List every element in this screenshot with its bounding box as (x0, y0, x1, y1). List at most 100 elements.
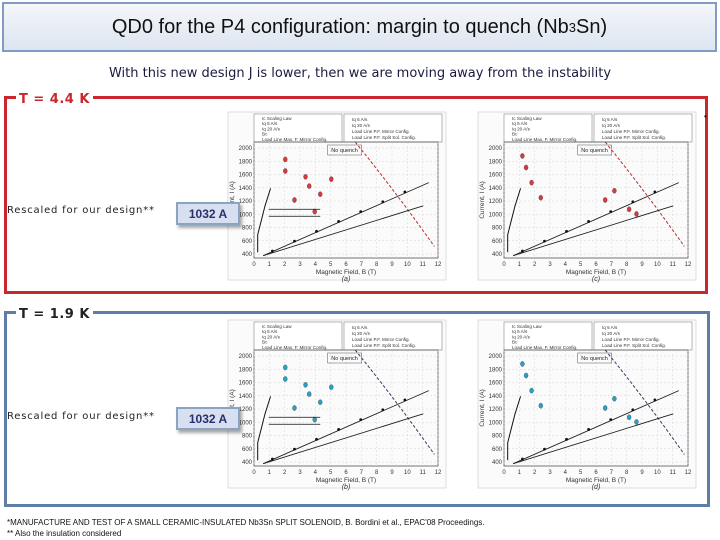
x-tick-label: 9 (640, 262, 644, 268)
x-tick-label: 9 (390, 262, 394, 268)
footnote-insulation: ** Also the insulation considered (7, 529, 122, 538)
x-tick-label: 12 (685, 470, 692, 476)
quench-marker (329, 176, 334, 182)
slide-title: QD0 for the P4 configuration: margin to … (2, 2, 717, 52)
legend-entry: Iq 5 A/s (352, 325, 368, 330)
y-axis-label: Current, I (A) (229, 181, 236, 219)
x-tick-label: 6 (344, 262, 348, 268)
quench-marker (520, 153, 525, 159)
quench-marker (292, 405, 297, 411)
load-line-point (565, 437, 568, 441)
quench-marker (329, 384, 334, 390)
legend-entry: Load Line Max. F. Mirror Config. (262, 345, 327, 350)
y-tick-label: 1800 (239, 367, 253, 373)
legend-entry: Load Line P.F. Mirror Config. (352, 129, 410, 134)
y-tick-label: 600 (492, 239, 503, 245)
x-axis-label: Magnetic Field, B (T) (566, 477, 626, 484)
y-tick-label: 800 (492, 226, 503, 232)
legend-left-box (253, 113, 343, 143)
legend-entry: Iq 5 A/s (262, 329, 278, 334)
legend-entry: Load Line P.F. Mirror Config. (352, 337, 410, 342)
x-tick-label: 1 (518, 262, 522, 268)
y-tick-label: 400 (492, 460, 503, 466)
legend-entry: Iq 20 A/s (602, 331, 621, 336)
legend-entry: Load Line P.F. Mirror Config. (602, 129, 660, 134)
x-tick-label: 8 (375, 470, 379, 476)
legend-entry: Iq 5 A/s (352, 117, 368, 122)
quench-marker (529, 387, 534, 394)
quench-marker (292, 197, 297, 203)
x-tick-label: 6 (344, 470, 348, 476)
x-tick-label: 5 (329, 262, 333, 268)
load-line (263, 182, 429, 257)
quench-marker (307, 391, 312, 397)
load-line-point (543, 239, 546, 243)
y-tick-label: 600 (492, 447, 503, 453)
slide-title-end: Sn) (576, 15, 608, 38)
x-tick-label: 0 (252, 470, 256, 476)
load-line-point (337, 220, 341, 223)
x-tick-label: 11 (670, 262, 677, 268)
load-line-point (521, 249, 524, 253)
y-tick-label: 400 (242, 460, 253, 466)
load-line-point (587, 428, 591, 431)
x-tick-label: 4 (564, 470, 568, 476)
x-axis-label: Magnetic Field, B (T) (316, 269, 376, 276)
quench-marker (603, 197, 608, 203)
bullet-mark: • (704, 112, 707, 121)
legend-entry: Load Line P.F. Split Sol. Config. (602, 135, 666, 140)
legend-right-box (593, 113, 693, 143)
quench-marker (303, 382, 308, 388)
legend-entry: Iq 20 A/s (352, 123, 371, 128)
x-tick-label: 7 (360, 470, 364, 476)
temperature-label-1-9k: T = 1.9 K (16, 307, 93, 322)
legend-entry: Iq 20 A/s (262, 126, 281, 131)
legend-right-box (593, 321, 693, 351)
load-line-point (631, 200, 635, 204)
quench-marker (520, 361, 525, 367)
section-1-9k (4, 311, 710, 507)
load-line-point (271, 457, 274, 461)
x-tick-label: 0 (252, 262, 256, 268)
y-tick-label: 2000 (489, 146, 503, 152)
load-line-point (271, 249, 274, 253)
x-axis-label: Magnetic Field, B (T) (316, 477, 376, 484)
x-tick-label: 9 (390, 470, 394, 476)
legend-entry: Iq 5 A/s (602, 117, 618, 122)
plot-caption: (c) (592, 276, 600, 283)
x-tick-label: 11 (420, 470, 427, 476)
load-line-point (293, 239, 296, 243)
load-line-point (653, 190, 657, 194)
y-tick-label: 1000 (239, 212, 253, 218)
x-tick-label: 4 (314, 470, 318, 476)
legend-entry: Load Line P.F. Split Sol. Config. (352, 343, 416, 348)
quench-marker (307, 183, 312, 189)
x-tick-label: 5 (579, 470, 583, 476)
y-tick-label: 1400 (239, 394, 253, 400)
y-tick-label: 1600 (489, 381, 503, 387)
x-tick-label: 4 (564, 262, 568, 268)
y-tick-label: 1000 (239, 420, 253, 426)
quench-marker (612, 187, 617, 194)
x-tick-label: 2 (283, 470, 287, 476)
legend-left-box (503, 113, 593, 143)
x-tick-label: 12 (685, 262, 692, 268)
legend-entry: Iq 20 A/s (602, 123, 621, 128)
x-tick-label: 8 (375, 262, 379, 268)
x-tick-label: 6 (594, 262, 598, 268)
quench-marker (318, 191, 323, 197)
x-tick-label: 7 (610, 262, 614, 268)
critical-curve (354, 141, 435, 247)
y-tick-label: 2000 (239, 354, 253, 360)
x-tick-label: 12 (435, 262, 442, 268)
legend-entry: Iq 20 A/s (352, 331, 371, 336)
y-tick-label: 1800 (239, 159, 253, 165)
load-line-point (403, 190, 407, 194)
legend-entry: Iq 20 A/s (512, 334, 531, 339)
y-tick-label: 2000 (489, 354, 503, 360)
y-tick-label: 400 (492, 252, 503, 258)
x-tick-label: 7 (610, 470, 614, 476)
x-tick-label: 1 (518, 470, 522, 476)
